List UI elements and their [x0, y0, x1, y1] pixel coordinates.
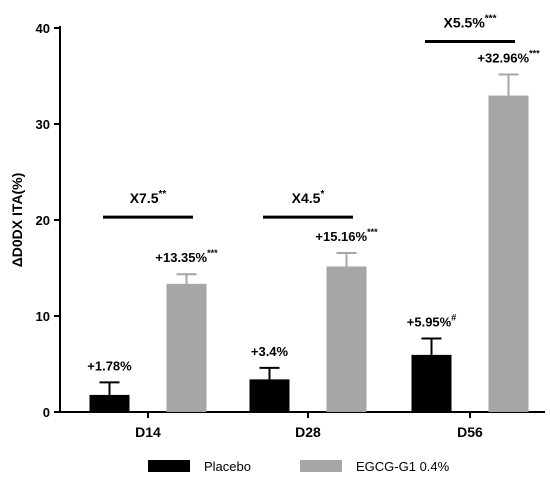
- bar-placebo: [249, 379, 290, 412]
- legend-label: Placebo: [204, 459, 251, 474]
- data-label: +1.78%: [87, 358, 132, 373]
- y-tick-label: 0: [43, 405, 50, 420]
- legend: Placebo EGCG-G1 0.4%: [148, 459, 450, 474]
- x-tick-label: D28: [295, 424, 321, 440]
- legend-swatch: [148, 460, 190, 472]
- comparisons: X7.5** X4.5* X5.5%***: [103, 13, 515, 219]
- data-labels: +1.78% +3.4% +5.95%# +13.35%*** +15.16%*** +3…: [87, 48, 540, 373]
- data-label: +32.96%***: [477, 48, 540, 65]
- x-axis: D14 D28 D56: [60, 411, 545, 440]
- y-tick-label: 10: [36, 309, 50, 324]
- bar-placebo: [89, 394, 130, 412]
- x-tick-label: D56: [457, 424, 483, 440]
- y-tick-label: 20: [36, 213, 50, 228]
- bar-egcg-g1-0-4-: [166, 283, 207, 412]
- comparison-label: X7.5**: [130, 189, 167, 206]
- x-tick-label: D14: [135, 424, 161, 440]
- data-label: +15.16%***: [315, 227, 378, 244]
- legend-label: EGCG-G1 0.4%: [356, 459, 450, 474]
- data-label: +3.4%: [251, 344, 289, 359]
- data-label: +13.35%***: [155, 248, 218, 265]
- data-label: +5.95%#: [407, 313, 456, 330]
- y-axis-title: ΔD0DX ITA(%): [9, 173, 25, 268]
- legend-swatch: [300, 460, 342, 472]
- bar-egcg-g1-0-4-: [488, 95, 529, 413]
- bars: [89, 73, 529, 413]
- y-tick-label: 40: [36, 21, 50, 36]
- y-tick-label: 30: [36, 117, 50, 132]
- y-axis: 0 10 20 30 40: [36, 21, 61, 420]
- bar-placebo: [411, 354, 452, 412]
- comparison-label: X4.5*: [292, 189, 325, 206]
- comparison-label: X5.5%***: [444, 13, 497, 30]
- bar-egcg-g1-0-4-: [326, 266, 367, 412]
